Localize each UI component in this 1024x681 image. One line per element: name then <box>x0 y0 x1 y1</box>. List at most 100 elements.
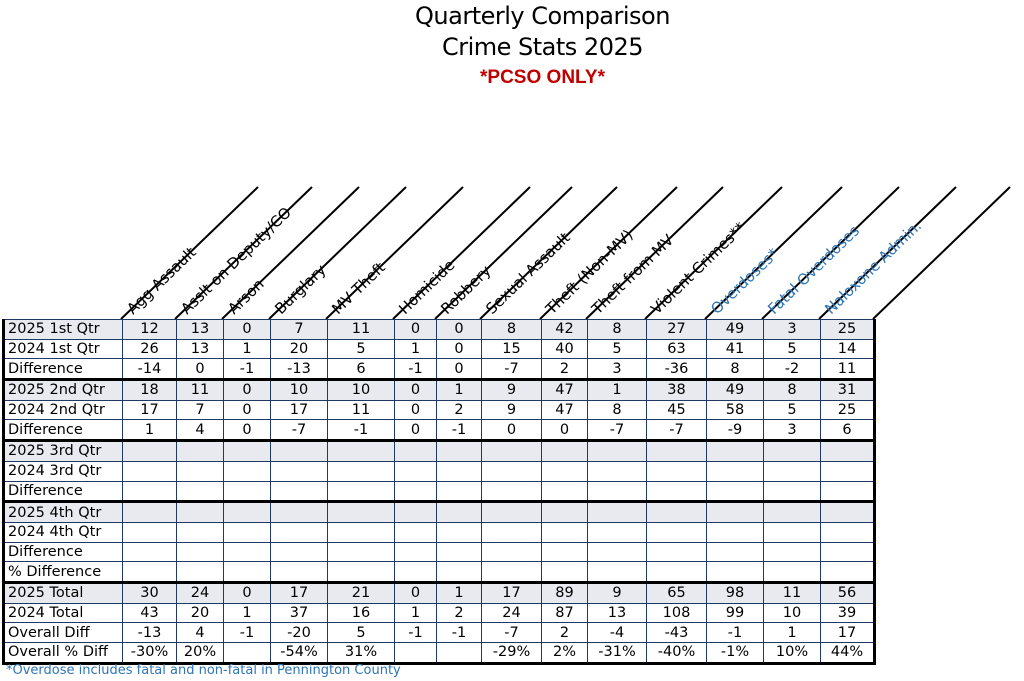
table-cell <box>122 521 177 543</box>
table-cell: 31% <box>327 642 395 665</box>
table-cell: 9 <box>587 580 647 604</box>
table-cell: 0 <box>436 358 482 381</box>
table-cell: 9 <box>481 378 542 401</box>
row-label: 2024 1st Qtr <box>2 338 123 360</box>
table-cell: 0 <box>436 338 482 360</box>
table-row: Difference -14 0 -1 -13 6 -1 0 -7 2 3 -36 8 -2 11 <box>2 358 876 381</box>
table-cell: 37 <box>270 602 328 624</box>
table-cell <box>223 561 271 583</box>
table-cell <box>646 460 707 482</box>
header-divider <box>644 186 783 320</box>
row-label: 2025 2nd Qtr <box>2 378 123 401</box>
table-cell <box>436 460 482 482</box>
table-cell <box>327 480 395 503</box>
table-cell <box>541 561 588 583</box>
table-cell: 13 <box>176 338 224 360</box>
table-cell: 3 <box>763 319 821 340</box>
table-cell: -1 <box>706 622 764 643</box>
table-cell: -20 <box>270 622 328 643</box>
table-cell: -9 <box>706 419 764 442</box>
table-cell: 21 <box>327 580 395 604</box>
table-cell: 8 <box>481 319 542 340</box>
column-header: Overdoses* <box>707 244 782 318</box>
table-cell <box>122 439 177 462</box>
table-cell <box>223 500 271 523</box>
table-cell: -2 <box>763 358 821 381</box>
row-label: 2025 3rd Qtr <box>2 439 123 462</box>
table-cell <box>820 500 876 523</box>
column-header: Theft from MV <box>588 230 678 318</box>
table-cell: 0 <box>394 378 437 401</box>
table-cell: 0 <box>223 399 271 421</box>
table-cell: 12 <box>122 319 177 340</box>
table-cell <box>481 521 542 543</box>
table-cell <box>394 439 437 462</box>
table-cell <box>223 642 271 665</box>
table-cell: 0 <box>394 580 437 604</box>
table-cell: -1 <box>436 622 482 643</box>
table-row: Difference 1 4 0 -7 -1 0 -1 0 0 -7 -7 -9 3 6 <box>2 419 876 442</box>
table-cell: -13 <box>122 622 177 643</box>
row-label: 2025 1st Qtr <box>2 319 123 340</box>
table-cell <box>646 521 707 543</box>
table-cell: 43 <box>122 602 177 624</box>
table-cell: -4 <box>587 622 647 643</box>
table-cell <box>481 480 542 503</box>
table-row: 2024 Total 43 20 1 37 16 1 2 24 87 13 108 99 10 39 <box>2 602 876 624</box>
table-row: 2024 4th Qtr <box>2 521 876 543</box>
row-label: Difference <box>2 541 123 563</box>
header-divider <box>761 186 900 320</box>
table-cell: -1 <box>223 622 271 643</box>
column-header: Burglary <box>271 261 329 318</box>
table-row: Overall Diff -13 4 -1 -20 5 -1 -1 -7 2 -4 -43 -1 1 17 <box>2 622 876 643</box>
table-row: Difference <box>2 541 876 563</box>
table-cell <box>646 480 707 503</box>
header-divider <box>434 186 573 320</box>
table-cell <box>223 480 271 503</box>
table-cell <box>176 439 224 462</box>
table-cell: -7 <box>587 419 647 442</box>
table-cell: 1 <box>436 378 482 401</box>
table-cell <box>223 460 271 482</box>
table-cell <box>481 541 542 563</box>
table-cell <box>394 500 437 523</box>
table-cell <box>763 541 821 563</box>
table-cell <box>481 460 542 482</box>
table-cell <box>394 460 437 482</box>
table-cell: 0 <box>394 319 437 340</box>
table-cell <box>436 480 482 503</box>
pcso-only-note: *PCSO ONLY* <box>480 67 605 88</box>
table-cell: 17 <box>270 399 328 421</box>
table-cell <box>541 521 588 543</box>
table-cell <box>481 500 542 523</box>
table-cell: 0 <box>436 319 482 340</box>
table-cell: -1% <box>706 642 764 665</box>
row-label: 2024 4th Qtr <box>2 521 123 543</box>
table-cell: 41 <box>706 338 764 360</box>
table-cell <box>436 500 482 523</box>
table-cell <box>820 541 876 563</box>
row-label: 2025 4th Qtr <box>2 500 123 523</box>
header-divider <box>221 186 360 320</box>
table-cell <box>327 561 395 583</box>
table-cell <box>763 521 821 543</box>
table-cell: 13 <box>176 319 224 340</box>
table-cell <box>763 460 821 482</box>
table-cell: -31% <box>587 642 647 665</box>
table-cell: 10 <box>270 378 328 401</box>
table-cell: 26 <box>122 338 177 360</box>
table-cell: 20 <box>270 338 328 360</box>
table-cell: 56 <box>820 580 876 604</box>
table-cell: 2% <box>541 642 588 665</box>
table-cell: 63 <box>646 338 707 360</box>
table-cell: 5 <box>587 338 647 360</box>
table-cell <box>587 521 647 543</box>
column-header: MV Theft <box>328 258 389 317</box>
table-cell <box>394 480 437 503</box>
table-cell: 0 <box>223 319 271 340</box>
table-cell: 11 <box>176 378 224 401</box>
table-cell: -40% <box>646 642 707 665</box>
column-header: Sexual Assault <box>482 229 573 318</box>
table-cell <box>706 541 764 563</box>
header-divider <box>872 186 1011 320</box>
